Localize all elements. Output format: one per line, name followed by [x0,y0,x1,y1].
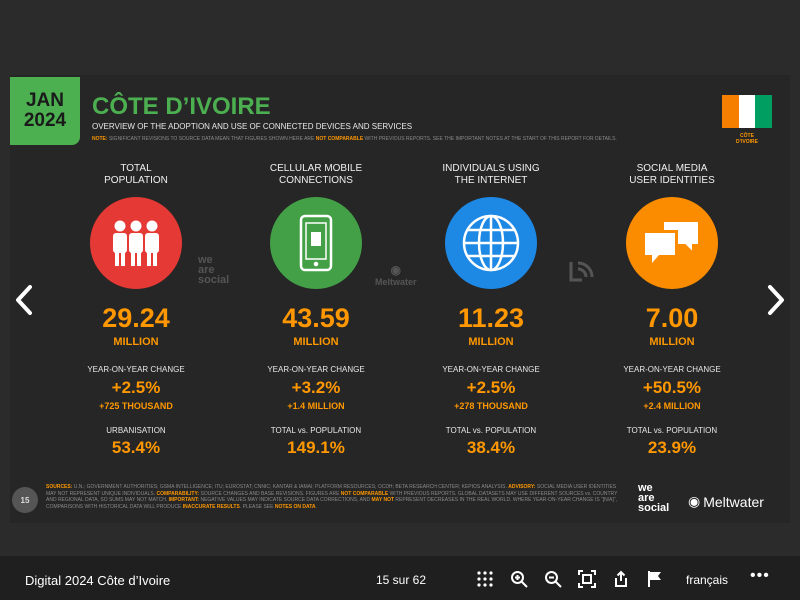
column-title: INDIVIDUALS USING THE INTERNET [442,163,540,186]
yoy-percent: +50.5% [642,378,702,397]
secondary-label: TOTAL vs. POPULATION [270,426,362,435]
date-year: 2024 [23,110,67,131]
yoy-absolute: +2.4 MILLION [643,401,701,411]
page-indicator[interactable]: 15 sur 62 [376,573,427,587]
stat-unit: MILLION [468,336,514,348]
mobile-phone-icon [270,197,362,289]
stat-unit: MILLION [113,336,159,348]
watermark-meltwater: ◉ Meltwater [375,263,417,287]
zoom-out-icon[interactable] [544,570,562,588]
note-text-end: WITH PREVIOUS REPORTS. SEE THE IMPORTANT… [363,136,617,142]
yoy-label: YEAR-ON-YEAR CHANGE [87,365,185,374]
zoom-in-icon[interactable] [510,570,528,588]
secondary-value: 149.1% [287,438,345,457]
stat-unit: MILLION [649,336,695,348]
yoy-absolute: +725 THOUSAND [99,401,173,411]
secondary-value: 23.9% [647,438,697,457]
grid-view-icon[interactable] [476,570,494,588]
stat-value: 7.00 [645,303,699,333]
secondary-value: 53.4% [111,438,161,457]
yoy-label: YEAR-ON-YEAR CHANGE [267,365,365,374]
yoy-absolute: +1.4 MILLION [287,401,345,411]
chat-bubbles-icon [626,197,718,289]
yoy-percent: +2.5% [111,378,161,397]
slide: JAN 2024 CÔTE D’IVOIRE OVERVIEW OF THE A… [10,75,790,523]
note-highlight: NOT COMPARABLE [315,136,364,142]
document-title: Digital 2024 Côte d’Ivoire [25,573,171,588]
stat-value: 43.59 [282,303,350,333]
yoy-label: YEAR-ON-YEAR CHANGE [442,365,540,374]
next-slide-button[interactable] [764,283,788,317]
sources-text: SOURCES: U.N.; GOVERNMENT AUTHORITIES; G… [46,484,618,510]
more-options-button[interactable]: ••• [750,567,770,584]
yoy-percent: +2.5% [466,378,516,397]
column-title: TOTAL POPULATION [104,163,168,186]
yoy-absolute: +278 THOUSAND [454,401,528,411]
secondary-label: TOTAL vs. POPULATION [626,426,718,435]
share-icon[interactable] [612,570,630,588]
slide-title: CÔTE D’IVOIRE [92,93,271,120]
previous-slide-button[interactable] [12,283,36,317]
yoy-label: YEAR-ON-YEAR CHANGE [623,365,721,374]
watermark-kepios-icon [568,259,596,288]
note-text: SIGNIFICANT REVISIONS TO SOURCE DATA MEA… [107,136,316,142]
stat-unit: MILLION [293,336,339,348]
note-label: NOTE: [92,136,108,142]
people-icon [90,197,182,289]
meltwater-logo: ◉ Meltwater [688,493,764,510]
column-title: CELLULAR MOBILE CONNECTIONS [269,163,363,186]
stat-column-social: SOCIAL MEDIA USER IDENTITIES 7.00 MILLION… [592,163,752,458]
page-number-badge: 15 [12,487,38,513]
language-selector[interactable]: français [686,573,729,587]
chevron-left-icon [16,285,32,315]
viewer-toolbar: Digital 2024 Côte d’Ivoire 15 sur 62 fra… [0,556,800,600]
globe-icon [445,197,537,289]
stat-value: 11.23 [457,303,525,333]
slide-note: NOTE: SIGNIFICANT REVISIONS TO SOURCE DA… [92,136,617,142]
meltwater-icon: ◉ [688,493,701,509]
slide-subtitle: OVERVIEW OF THE ADOPTION AND USE OF CONN… [92,122,413,131]
date-month: JAN [25,90,64,111]
stat-column-population: TOTAL POPULATION 29.24 MILLION YEAR-ON-YE… [56,163,216,458]
stat-value: 29.24 [102,303,170,333]
column-title: SOCIAL MEDIA USER IDENTITIES [629,163,715,186]
secondary-label: TOTAL vs. POPULATION [445,426,537,435]
we-are-social-logo: we are social [638,482,670,514]
flag-label: CÔTE D’IVOIRE [736,133,758,145]
flag-report-icon[interactable] [646,570,664,588]
stat-column-internet: INDIVIDUALS USING THE INTERNET 11.23 MILL… [411,163,571,458]
stat-column-mobile: CELLULAR MOBILE CONNECTIONS 43.59 MILLION… [236,163,396,458]
secondary-label: URBANISATION [106,426,166,435]
flag-icon [722,95,773,128]
yoy-percent: +3.2% [291,378,341,397]
date-badge: JAN 2024 [10,77,80,145]
chevron-right-icon [768,285,784,315]
secondary-value: 38.4% [466,438,516,457]
watermark-we-are-social: we are social [198,254,230,286]
fit-screen-icon[interactable] [578,570,596,588]
